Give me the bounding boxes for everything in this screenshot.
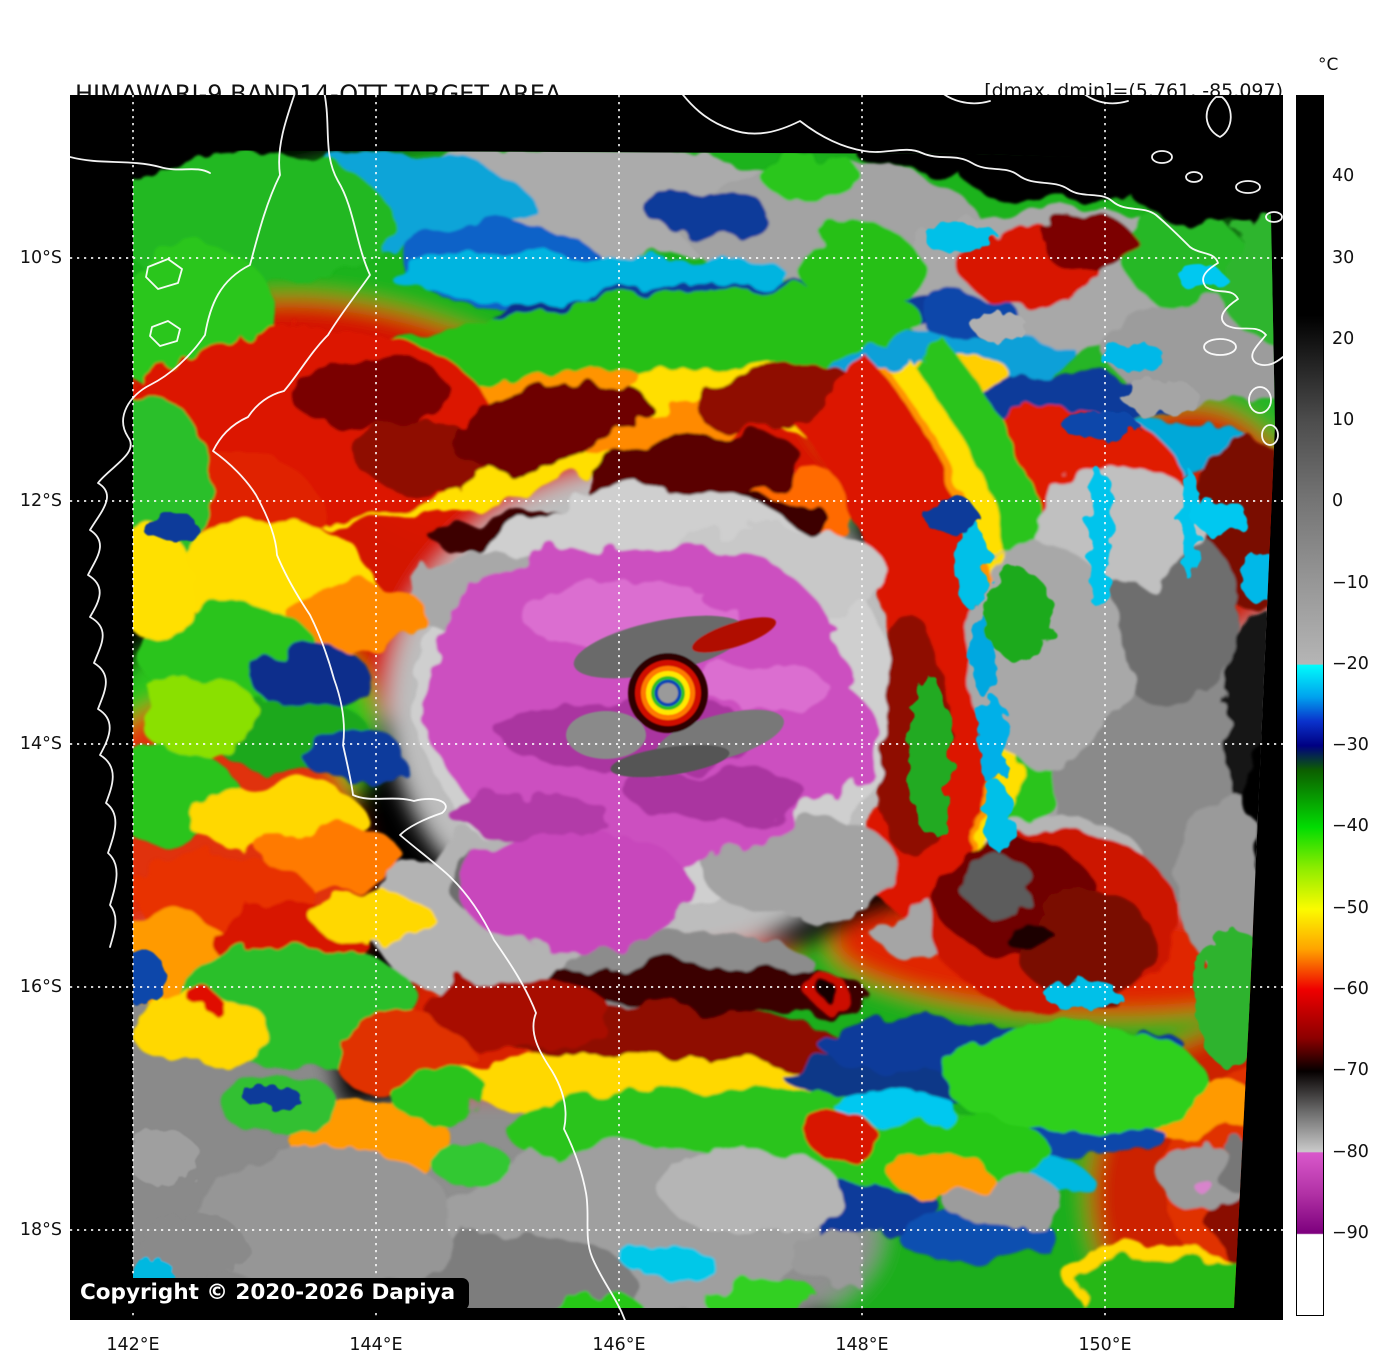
colorbar-tick: −30 bbox=[1332, 735, 1369, 755]
colorbar-tick: 40 bbox=[1332, 166, 1355, 186]
colorbar-tick: −40 bbox=[1332, 816, 1369, 836]
colorbar-tick: 10 bbox=[1332, 410, 1355, 430]
colorbar-tick: 0 bbox=[1332, 491, 1344, 511]
lat-tick-label: 16°S bbox=[19, 977, 62, 997]
colorbar-tick: −80 bbox=[1332, 1142, 1369, 1162]
colorbar-unit-label: °C bbox=[1318, 55, 1339, 75]
lon-tick-label: 150°E bbox=[1078, 1335, 1132, 1355]
latlon-grid-overlay bbox=[70, 95, 1283, 1320]
coastline-papua-new-guinea bbox=[682, 95, 1283, 446]
lon-tick-label: 146°E bbox=[592, 1335, 646, 1355]
colorbar-tick: −50 bbox=[1332, 898, 1369, 918]
colorbar-tick: 20 bbox=[1332, 329, 1355, 349]
coastline-queensland bbox=[70, 95, 626, 1320]
satellite-ir-image bbox=[70, 95, 1283, 1320]
colorbar-tick: −10 bbox=[1332, 573, 1369, 593]
lat-tick-label: 18°S bbox=[19, 1220, 62, 1240]
colorbar-tick: −20 bbox=[1332, 654, 1369, 674]
colorbar-tick: −90 bbox=[1332, 1223, 1369, 1243]
lat-tick-label: 12°S bbox=[19, 491, 62, 511]
lat-tick-label: 14°S bbox=[19, 734, 62, 754]
cyclone-eye bbox=[566, 615, 785, 778]
colorbar-tick: −60 bbox=[1332, 979, 1369, 999]
product-title: HIMAWARI-9 BAND14-OTT TARGET AREA bbox=[75, 80, 562, 108]
satellite-map-panel: Copyright © 2020-2026 Dapiya bbox=[70, 95, 1283, 1320]
ir-cloud-field bbox=[133, 150, 1275, 1308]
lon-tick-label: 142°E bbox=[106, 1335, 160, 1355]
lat-tick-label: 10°S bbox=[19, 248, 62, 268]
lon-tick-label: 144°E bbox=[349, 1335, 403, 1355]
temperature-colorbar bbox=[1296, 95, 1324, 1316]
copyright-badge: Copyright © 2020-2026 Dapiya bbox=[70, 1278, 470, 1310]
colorbar-tick: −70 bbox=[1332, 1060, 1369, 1080]
lon-tick-label: 148°E bbox=[835, 1335, 889, 1355]
coastline-overlay bbox=[70, 95, 1283, 1320]
colorbar-tick: 30 bbox=[1332, 248, 1355, 268]
